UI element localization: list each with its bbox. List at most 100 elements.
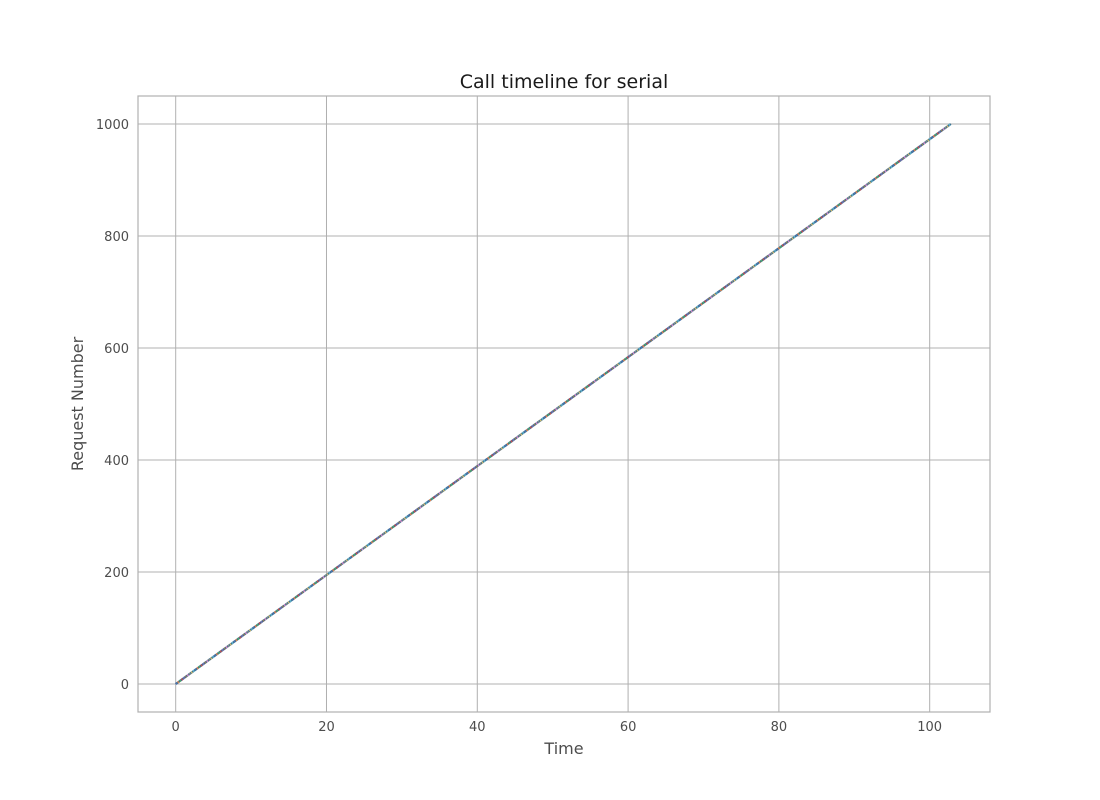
- call-segment: [343, 560, 347, 564]
- call-segment: [407, 514, 411, 517]
- call-segment: [223, 647, 226, 650]
- call-segment: [211, 655, 215, 659]
- call-segment: [884, 169, 887, 173]
- call-segment: [390, 526, 393, 530]
- call-segment: [496, 449, 500, 453]
- call-segment: [725, 284, 728, 288]
- call-segment: [194, 668, 197, 671]
- call-segment: [506, 442, 509, 446]
- call-segment: [812, 221, 816, 225]
- call-segment: [750, 266, 754, 270]
- call-segment: [401, 518, 405, 522]
- call-segment: [655, 335, 659, 338]
- call-segment: [723, 286, 726, 289]
- call-segment: [293, 596, 296, 600]
- call-segment: [275, 609, 279, 613]
- call-segment: [651, 337, 655, 341]
- call-segment: [709, 295, 713, 299]
- call-segment: [824, 213, 827, 216]
- call-segment: [777, 246, 781, 250]
- call-segment: [270, 613, 273, 617]
- call-segment: [760, 259, 763, 263]
- call-segment: [178, 679, 182, 683]
- call-segment: [645, 342, 649, 345]
- x-tick-label: 60: [620, 720, 637, 735]
- call-segment: [260, 620, 263, 624]
- call-segment: [711, 294, 715, 298]
- call-segment: [700, 302, 703, 306]
- call-segment: [740, 273, 744, 277]
- call-segment: [485, 458, 488, 461]
- call-segment: [616, 363, 620, 366]
- call-segment: [363, 546, 366, 550]
- call-segment: [696, 305, 699, 309]
- call-segment: [692, 308, 695, 312]
- call-segment: [704, 300, 707, 303]
- call-segment: [207, 658, 211, 662]
- call-segment: [477, 463, 480, 467]
- call-segment: [698, 304, 701, 307]
- call-segment: [690, 309, 693, 313]
- call-segment: [707, 297, 711, 300]
- call-segment: [764, 256, 767, 260]
- call-segment: [523, 430, 527, 433]
- call-segment: [853, 192, 856, 195]
- call-segment: [702, 301, 705, 305]
- call-segment: [328, 571, 331, 575]
- call-segment: [392, 525, 395, 529]
- call-segment: [188, 672, 192, 676]
- call-segment: [415, 508, 418, 512]
- call-segment: [508, 441, 511, 445]
- call-segment: [839, 202, 843, 205]
- call-segment: [469, 469, 473, 473]
- call-segment: [583, 386, 587, 390]
- call-segment: [789, 238, 792, 242]
- call-segment: [229, 643, 232, 646]
- call-segment: [444, 487, 447, 491]
- call-segment: [940, 129, 943, 132]
- call-segment: [434, 494, 438, 498]
- call-segment: [936, 132, 940, 135]
- call-segment: [775, 248, 779, 251]
- call-segment: [535, 421, 538, 425]
- call-segment: [673, 322, 676, 326]
- y-axis: 0 200 400 600 800 1000: [96, 118, 129, 693]
- call-segment: [473, 466, 476, 470]
- call-segment: [618, 361, 622, 365]
- call-segment: [539, 419, 542, 422]
- call-segment: [192, 669, 195, 673]
- call-segment: [864, 183, 868, 187]
- call-segment: [643, 343, 647, 347]
- call-segment: [510, 440, 513, 443]
- call-segment: [560, 403, 564, 407]
- call-segment: [366, 543, 370, 547]
- call-segment: [543, 416, 546, 419]
- call-segment: [440, 490, 443, 494]
- call-segment: [849, 195, 852, 198]
- call-segment: [892, 164, 895, 167]
- x-tick-label: 100: [917, 720, 942, 735]
- call-segment: [372, 539, 376, 543]
- call-segment: [589, 382, 593, 386]
- call-segment: [219, 650, 223, 653]
- call-segment: [799, 231, 802, 235]
- call-segment: [254, 624, 257, 628]
- call-segment: [837, 203, 841, 207]
- call-segment: [547, 413, 550, 417]
- call-segment: [802, 228, 806, 232]
- call-segment: [814, 220, 817, 223]
- call-segment: [457, 477, 461, 481]
- call-segment: [531, 424, 535, 428]
- call-segment: [888, 167, 891, 170]
- call-segment: [915, 147, 918, 151]
- y-tick-label: 400: [104, 454, 129, 469]
- call-segment: [554, 407, 558, 411]
- call-segment: [876, 175, 879, 179]
- call-segment: [735, 277, 738, 281]
- call-segment: [620, 360, 624, 363]
- call-segment: [417, 507, 420, 510]
- call-segment: [231, 641, 234, 645]
- call-segment: [820, 216, 823, 219]
- call-segment: [736, 276, 740, 279]
- call-segment: [564, 400, 567, 404]
